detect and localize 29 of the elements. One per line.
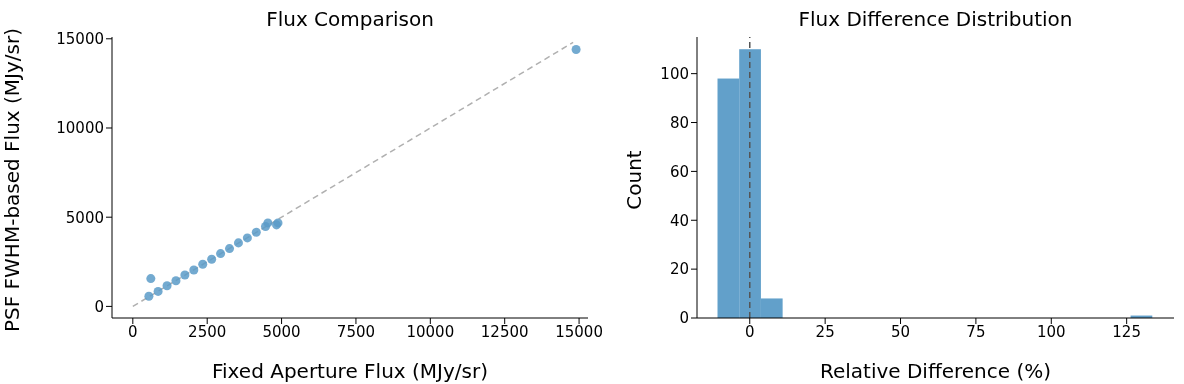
x-tick-label: 125	[1112, 322, 1141, 341]
x-tick-label: 75	[966, 322, 986, 341]
y-tick-label: 15000	[56, 30, 104, 49]
y-tick-label: 0	[679, 309, 689, 328]
y-tick-label: 80	[669, 113, 689, 132]
y-tick-label: 100	[660, 64, 689, 83]
x-tick-label: 5000	[262, 322, 301, 341]
x-tick-label: 0	[128, 322, 138, 341]
x-tick-label: 7500	[336, 322, 376, 341]
y-tick-label: 5000	[65, 208, 104, 227]
x-tick-label: 25	[815, 322, 835, 341]
y-axis-title: PSF FWHM-based Flux (MJy/sr)	[0, 27, 24, 335]
chart-title: Flux Difference Distribution	[797, 7, 1074, 31]
x-tick-label: 100	[1036, 322, 1066, 341]
x-tick-label: 10000	[406, 322, 455, 341]
y-tick-label: 40	[669, 211, 689, 230]
x-tick-label: 15000	[555, 322, 603, 341]
x-tick-label: 50	[890, 322, 911, 341]
y-axis-title: Count	[622, 149, 646, 212]
x-tick-label: 12500	[480, 322, 529, 341]
x-axis-title: Relative Difference (%)	[819, 359, 1052, 383]
x-tick-label: 2500	[188, 322, 227, 341]
x-tick-label: 0	[744, 322, 755, 341]
y-tick-label: 60	[669, 162, 689, 181]
y-tick-label: 10000	[56, 119, 104, 138]
y-tick-label: 20	[669, 260, 689, 279]
chart-title: Flux Comparison	[265, 7, 435, 31]
x-axis-title: Fixed Aperture Flux (MJy/sr)	[212, 359, 488, 383]
y-tick-label: 0	[94, 297, 104, 316]
